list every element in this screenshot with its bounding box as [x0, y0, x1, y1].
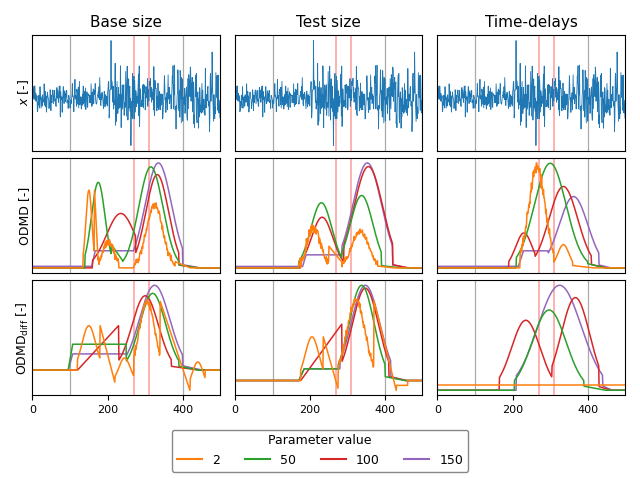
Title: Time-delays: Time-delays	[485, 15, 578, 30]
Y-axis label: $x$ [-]: $x$ [-]	[16, 80, 31, 107]
Legend: 2, 50, 100, 150: 2, 50, 100, 150	[172, 430, 468, 472]
Y-axis label: ODMD [-]: ODMD [-]	[18, 186, 31, 245]
Y-axis label: ODMD$_\mathrm{diff}$ [-]: ODMD$_\mathrm{diff}$ [-]	[15, 301, 31, 375]
Title: Base size: Base size	[90, 15, 163, 30]
Title: Test size: Test size	[296, 15, 361, 30]
